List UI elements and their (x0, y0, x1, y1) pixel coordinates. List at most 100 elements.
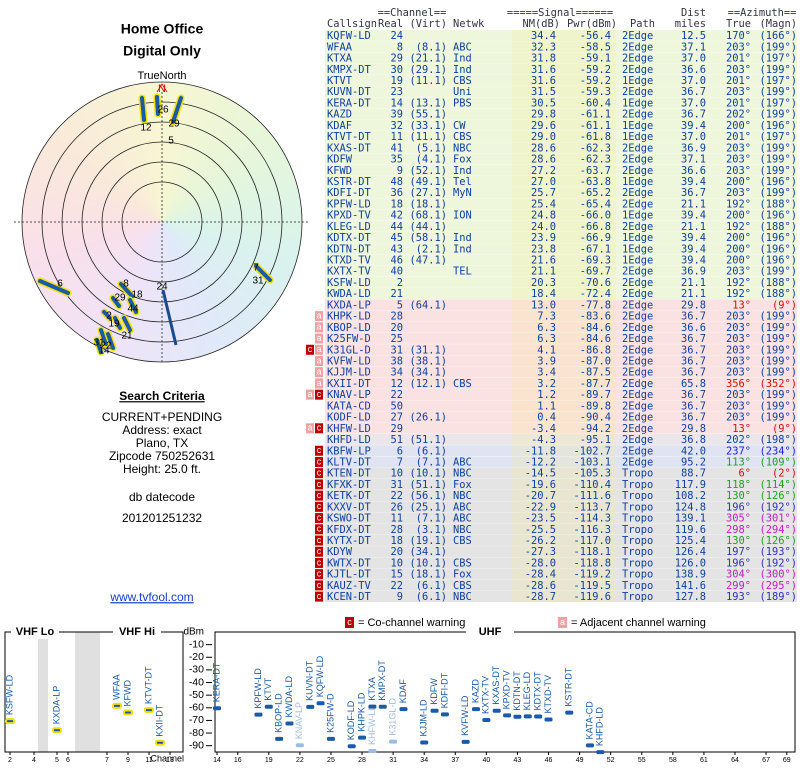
station-mark (213, 706, 221, 711)
criteria-line: CURRENT+PENDING (102, 410, 222, 424)
legend-badge (345, 617, 354, 628)
signal-column-tint (512, 344, 616, 356)
signal-column-tint (512, 142, 616, 154)
table-cell: (10.1) (409, 468, 447, 480)
table-cell: (199°) (759, 412, 797, 424)
table-cell: (13.1) (409, 97, 447, 109)
warning-letter: c (317, 557, 322, 567)
table-cell: 203° (726, 344, 751, 356)
table-row (325, 243, 797, 255)
y-tick-label: -60 (189, 702, 204, 714)
site-link[interactable]: www.tvfool.com (109, 590, 193, 604)
table-cell: 237° (726, 445, 751, 457)
table-cell: Uni (453, 86, 472, 98)
warning-letter: c (317, 535, 322, 545)
table-cell: -11.8 (525, 445, 556, 457)
table-cell: (9°) (772, 299, 797, 311)
warning-letter: c (317, 580, 322, 590)
table-cell: KQFW-LD (327, 30, 371, 42)
table-cell: (49.1) (409, 176, 447, 188)
table-cell: KTEN-DT (327, 468, 372, 480)
station-mark (358, 735, 367, 740)
db-label: db datecode (129, 490, 195, 504)
table-cell: -90.4 (580, 412, 611, 424)
table-cell: 2Edge (622, 456, 653, 468)
table-header: Path (630, 18, 655, 30)
table-cell: (11.1) (409, 75, 447, 87)
station-label: KQFW-LD (315, 655, 325, 697)
table-cell: CW (453, 120, 466, 132)
table-cell: -66.0 (580, 210, 611, 222)
table-row (325, 512, 797, 524)
polar-label: 21 (121, 331, 133, 342)
signal-column-tint (512, 355, 616, 367)
table-cell: -86.8 (580, 344, 611, 356)
table-cell: 2Edge (622, 277, 653, 289)
warning-letter: c (317, 591, 322, 601)
table-cell: -62.3 (580, 154, 611, 166)
station-mark (544, 717, 553, 722)
table-cell: -23.5 (525, 513, 556, 525)
table-cell: (199°) (759, 400, 797, 412)
criteria-line: Address: exact (122, 423, 202, 437)
table-row (325, 86, 797, 98)
table-cell: (21.1) (409, 53, 447, 65)
warning-letter: c (317, 423, 322, 433)
table-cell: 25 (390, 333, 403, 345)
x-tick-label: 7 (105, 757, 109, 764)
table-cell: (47.1) (409, 255, 447, 267)
page-subtitle: Digital Only (123, 43, 201, 59)
warning-badge (315, 535, 323, 546)
table-cell: 29.8 (531, 109, 556, 121)
table-cell: 130° (726, 535, 751, 547)
table-cell: 2Edge (622, 311, 653, 323)
table-cell: Tropo (622, 569, 653, 581)
table-cell: KDTN-DT (327, 243, 372, 255)
signal-column-tint (512, 568, 616, 580)
station-mark (52, 727, 62, 734)
table-cell: 305° (726, 513, 751, 525)
polar-label: 31 (252, 276, 264, 287)
table-cell: Tel (453, 176, 472, 188)
table-cell: 2Edge (622, 412, 653, 424)
station-mark (155, 739, 165, 746)
table-cell: -28.6 (525, 580, 556, 592)
signal-column-tint (512, 209, 616, 221)
table-cell: KDTX-DT (327, 232, 372, 244)
table-cell: 36 (390, 187, 403, 199)
table-cell: 203° (726, 154, 751, 166)
table-row (325, 220, 797, 232)
station-mark (254, 712, 263, 717)
table-cell: 35 (390, 154, 403, 166)
station-mark (295, 743, 304, 748)
table-row (325, 389, 797, 401)
table-cell: 1Edge (622, 97, 653, 109)
station-bar (122, 316, 132, 332)
table-cell: 31 (390, 344, 403, 356)
table-cell: KETK-DT (327, 490, 372, 502)
x-tick-label: 52 (607, 757, 615, 764)
table-cell: (55.1) (409, 109, 447, 121)
warning-badge (306, 344, 314, 355)
warning-badge (315, 490, 323, 501)
table-cell: 1Edge (622, 255, 653, 267)
table-row (325, 97, 797, 109)
table-cell: 127.8 (675, 591, 706, 603)
table-row (325, 411, 797, 423)
station-mark (430, 708, 439, 713)
table-cell: 36.7 (681, 109, 706, 121)
table-cell: 203° (726, 412, 751, 424)
signal-column-tint (512, 478, 616, 491)
table-cell: Fox (453, 479, 472, 491)
station-label: KTXD-TV (543, 675, 553, 714)
signal-column-tint (512, 231, 616, 244)
table-row (325, 299, 797, 311)
table-cell: 126.4 (675, 546, 706, 558)
table-cell: -61.8 (580, 131, 611, 143)
table-cell: 304° (726, 569, 751, 581)
table-cell: 19 (390, 75, 403, 87)
table-cell: 0.4 (537, 412, 556, 424)
station-mark (513, 714, 522, 719)
station-label: KDFW (429, 678, 439, 705)
db-code: 201201251232 (122, 511, 202, 525)
